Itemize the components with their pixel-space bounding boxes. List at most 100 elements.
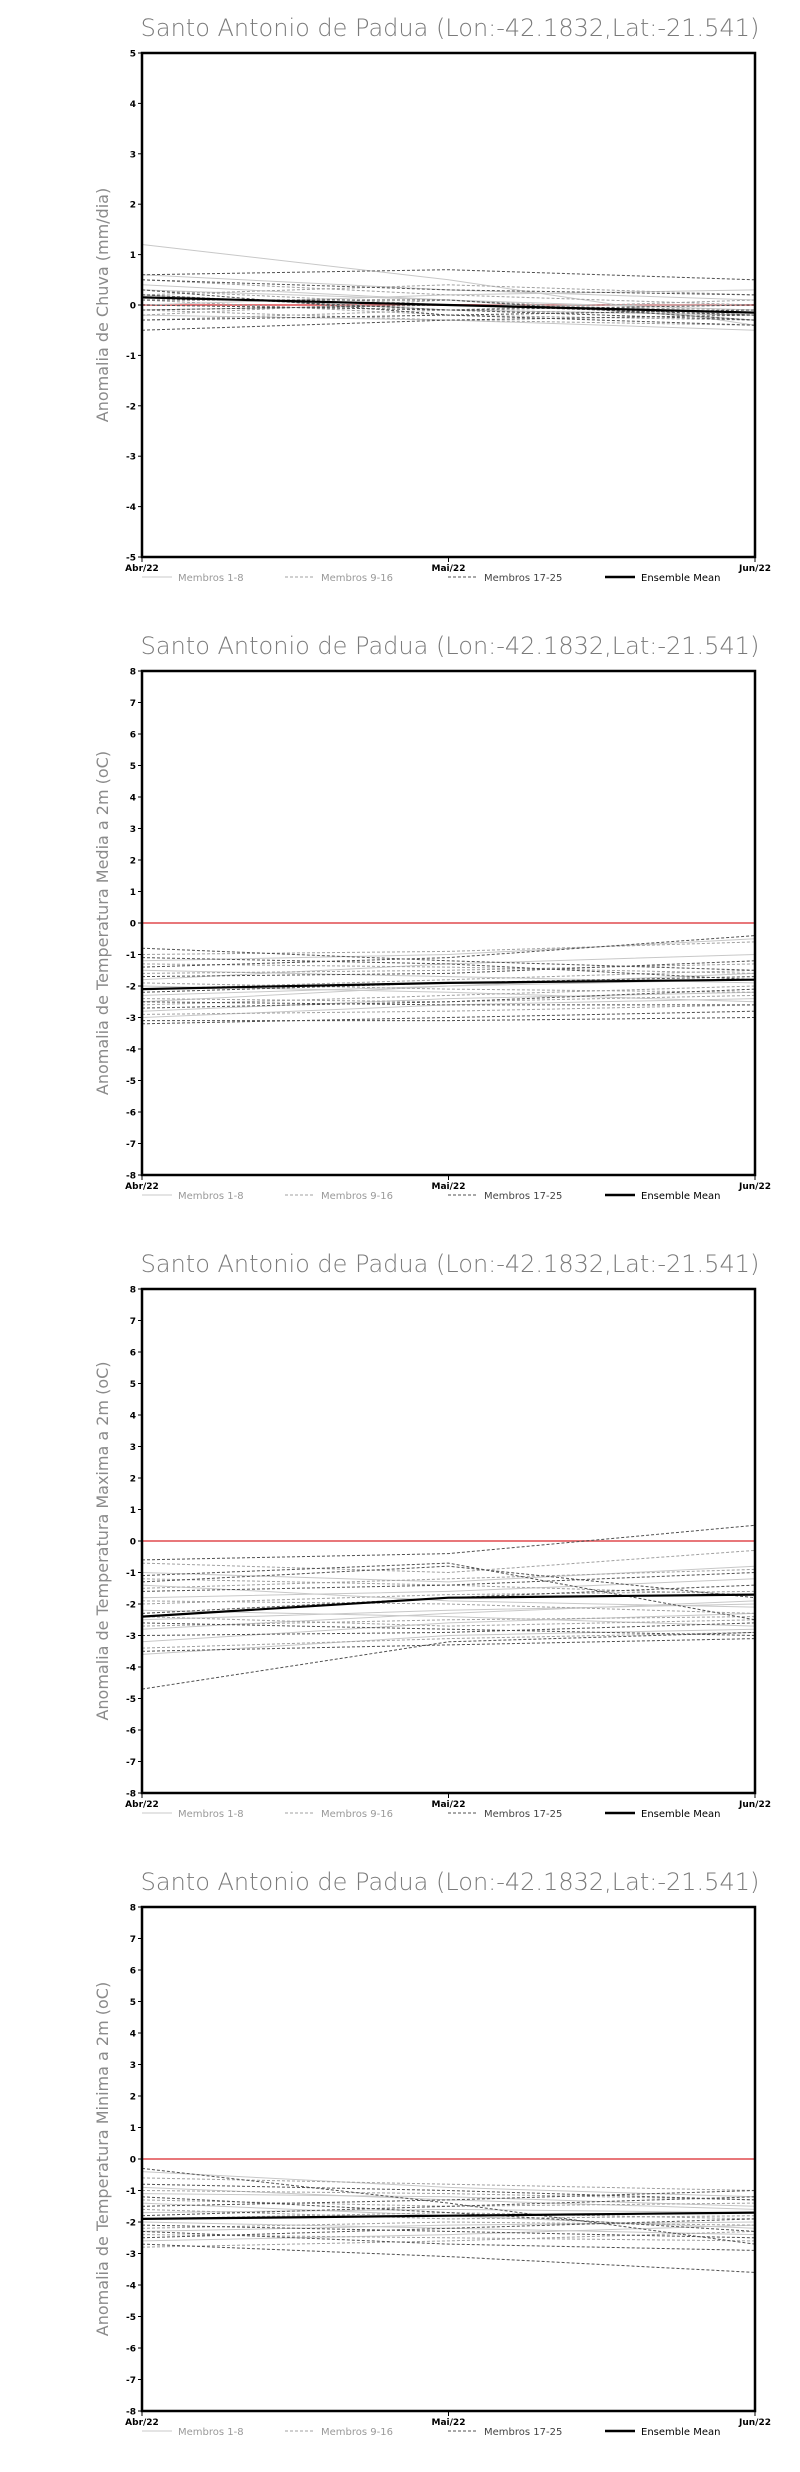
member-series-line xyxy=(141,1616,756,1627)
legend-label: Ensemble Mean xyxy=(641,573,720,584)
member-series-line xyxy=(141,960,756,978)
member-series-line xyxy=(141,269,756,281)
y-tick-label: -1 xyxy=(126,1569,136,1579)
legend-label: Membros 9-16 xyxy=(321,1809,393,1820)
y-axis-label: Anomalia de Temperatura Maxima a 2m (oC) xyxy=(93,1361,112,1720)
chart-panel-1: Santo Antonio de Padua (Lon:-42.1832,Lat… xyxy=(0,0,800,618)
y-tick-label: -3 xyxy=(126,2250,136,2260)
member-series-line xyxy=(141,1524,756,1561)
member-series-line xyxy=(141,1004,756,1015)
y-tick-label: -1 xyxy=(126,2187,136,2197)
member-series-line xyxy=(141,1616,756,1627)
y-tick-label: -5 xyxy=(126,2313,136,2323)
y-tick-label: -7 xyxy=(126,1140,136,1150)
member-series-line xyxy=(141,2243,756,2273)
y-tick-label: -8 xyxy=(126,2408,136,2418)
legend-label: Membros 9-16 xyxy=(321,573,393,584)
member-series-line xyxy=(141,2230,756,2251)
y-tick-label: -8 xyxy=(126,1790,136,1800)
y-tick-label: 5 xyxy=(130,50,136,60)
y-tick-label: 7 xyxy=(130,1317,136,1327)
legend-label: Membros 1-8 xyxy=(178,1809,244,1820)
chart-svg: Santo Antonio de Padua (Lon:-42.1832,Lat… xyxy=(93,1868,771,2438)
x-tick-label: Jun/22 xyxy=(738,2418,771,2428)
y-tick-label: 1 xyxy=(130,1506,136,1516)
member-series-line xyxy=(142,1017,756,1022)
y-tick-label: -2 xyxy=(126,1601,136,1611)
x-tick-label: Mai/22 xyxy=(432,2418,466,2428)
y-tick-label: -6 xyxy=(126,2345,136,2355)
y-tick-label: 7 xyxy=(130,1935,136,1945)
chart-title: Santo Antonio de Padua (Lon:-42.1832,Lat… xyxy=(141,632,760,660)
member-series-line xyxy=(141,2196,756,2217)
y-tick-label: -5 xyxy=(126,1077,136,1087)
y-tick-label: 0 xyxy=(130,1538,136,1548)
member-series-line xyxy=(141,2177,756,2191)
member-series-line xyxy=(141,1631,756,1690)
y-tick-label: 5 xyxy=(130,1380,136,1390)
chart-panel-3: Santo Antonio de Padua (Lon:-42.1832,Lat… xyxy=(0,1236,800,1854)
member-series-line xyxy=(141,1600,756,1614)
y-tick-label: 2 xyxy=(130,201,136,211)
member-series-line xyxy=(141,279,756,296)
member-series-line xyxy=(141,2193,756,2207)
y-tick-label: 5 xyxy=(130,762,136,772)
y-tick-label: -7 xyxy=(126,1758,136,1768)
member-series-line xyxy=(141,1549,756,1574)
member-series-line xyxy=(141,314,756,326)
y-tick-label: 8 xyxy=(130,1904,136,1914)
y-tick-label: 7 xyxy=(130,699,136,709)
x-tick-label: Mai/22 xyxy=(432,564,466,574)
x-tick-label: Abr/22 xyxy=(125,1800,159,1810)
y-tick-label: 4 xyxy=(130,2030,136,2040)
y-tick-label: 4 xyxy=(130,100,136,110)
y-axis-label: Anomalia de Temperatura Minima a 2m (oC) xyxy=(93,1982,112,2336)
member-series-line xyxy=(141,935,756,968)
x-tick-label: Abr/22 xyxy=(125,1182,159,1192)
member-series-line xyxy=(141,947,756,971)
y-tick-label: -7 xyxy=(126,2376,136,2386)
y-tick-label: -4 xyxy=(126,1664,136,1674)
legend-label: Membros 9-16 xyxy=(321,1191,393,1202)
y-tick-label: -3 xyxy=(126,1014,136,1024)
member-series-line xyxy=(141,2218,756,2239)
member-series-line xyxy=(141,988,756,1009)
y-tick-label: -2 xyxy=(126,2219,136,2229)
member-series-line xyxy=(141,1612,756,1643)
y-tick-label: 3 xyxy=(130,150,136,160)
member-series-line xyxy=(141,1603,756,1621)
y-tick-label: 1 xyxy=(130,2124,136,2134)
y-tick-label: -2 xyxy=(126,402,136,412)
y-tick-label: 3 xyxy=(130,1443,136,1453)
member-series-line xyxy=(141,1562,756,1621)
y-tick-label: 8 xyxy=(130,1286,136,1296)
ensemble-mean-line xyxy=(141,2211,756,2220)
member-series-line xyxy=(141,1578,756,1596)
y-tick-label: 3 xyxy=(130,825,136,835)
member-series-line xyxy=(141,304,756,321)
member-series-line xyxy=(141,982,756,993)
y-tick-label: -2 xyxy=(126,983,136,993)
member-series-line xyxy=(141,1010,756,1025)
chart-svg: Santo Antonio de Padua (Lon:-42.1832,Lat… xyxy=(93,632,771,1202)
y-tick-label: -1 xyxy=(126,352,136,362)
member-series-line xyxy=(141,1565,756,1599)
y-tick-label: -4 xyxy=(126,503,136,513)
member-series-line xyxy=(141,1565,756,1583)
y-tick-label: 8 xyxy=(130,668,136,678)
member-series-line xyxy=(141,2190,756,2201)
chart-title: Santo Antonio de Padua (Lon:-42.1832,Lat… xyxy=(141,1250,760,1278)
member-series-line xyxy=(141,284,756,296)
y-tick-label: -4 xyxy=(126,1046,136,1056)
y-tick-label: 4 xyxy=(130,794,136,804)
chart-panel-4: Santo Antonio de Padua (Lon:-42.1832,Lat… xyxy=(0,1854,800,2472)
member-series-line xyxy=(141,963,756,974)
legend-label: Ensemble Mean xyxy=(641,1809,720,1820)
member-series-line xyxy=(141,274,756,301)
ensemble-mean-line xyxy=(141,296,756,314)
y-tick-label: -5 xyxy=(126,1695,136,1705)
y-tick-label: 4 xyxy=(130,1412,136,1422)
y-axis-label: Anomalia de Temperatura Media a 2m (oC) xyxy=(93,751,112,1095)
y-tick-label: 0 xyxy=(130,302,136,312)
